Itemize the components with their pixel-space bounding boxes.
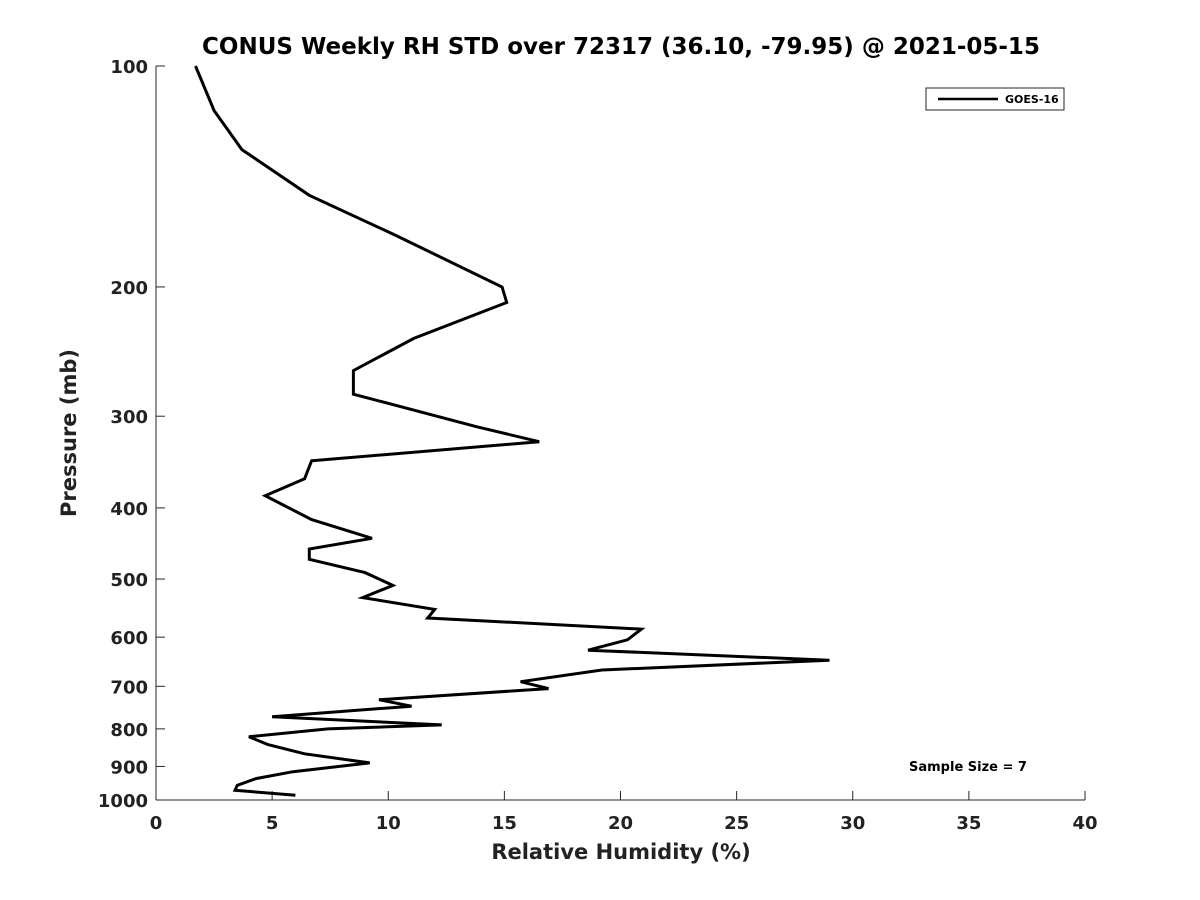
y-tick-label: 500	[110, 570, 148, 591]
series-line-goes-16	[194, 65, 830, 797]
x-tick-label: 40	[1072, 813, 1097, 834]
x-axis-ticks: 0 5 10 15 20 25 30 35 40	[150, 791, 1098, 834]
chart-title: CONUS Weekly RH STD over 72317 (36.10, -…	[202, 34, 1040, 60]
y-axis-ticks: 100 200 300 400 500 600 700 800 900 1000	[98, 57, 165, 812]
x-tick-label: 15	[492, 813, 517, 834]
y-tick-label: 300	[110, 407, 148, 428]
y-tick-label: 100	[110, 57, 148, 78]
y-tick-label: 700	[110, 677, 148, 698]
x-tick-label: 5	[266, 813, 279, 834]
x-tick-label: 30	[840, 813, 865, 834]
sample-size-annotation: Sample Size = 7	[909, 760, 1027, 775]
series-layer	[194, 65, 830, 797]
x-axis-label: Relative Humidity (%)	[491, 840, 750, 864]
legend-label-goes-16: GOES-16	[1005, 93, 1059, 106]
x-tick-label: 35	[956, 813, 981, 834]
y-tick-label: 400	[110, 499, 148, 520]
x-tick-label: 10	[376, 813, 401, 834]
y-tick-label: 800	[110, 720, 148, 741]
y-tick-label: 600	[110, 628, 148, 649]
y-tick-label: 200	[110, 278, 148, 299]
legend: GOES-16	[925, 87, 1065, 111]
y-axis-label: Pressure (mb)	[57, 349, 81, 517]
x-tick-label: 20	[608, 813, 633, 834]
x-tick-label: 0	[150, 813, 163, 834]
y-tick-label: 900	[110, 757, 148, 778]
x-tick-label: 25	[724, 813, 749, 834]
y-tick-label: 1000	[98, 791, 148, 812]
